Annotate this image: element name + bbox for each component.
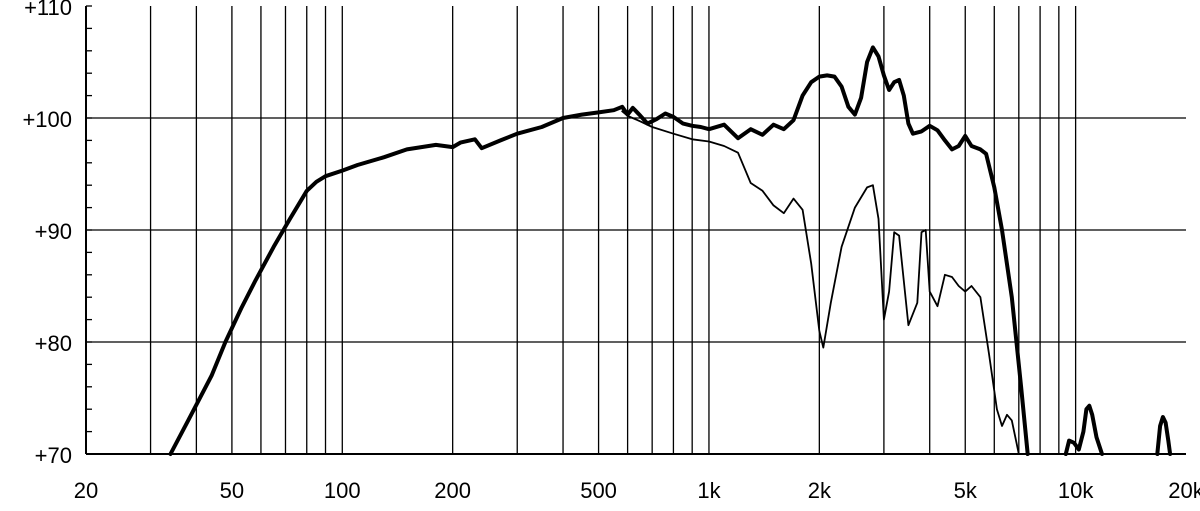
x-axis-ticks: 20 50 100 200 500 1k 2k 5k 10k 20k <box>74 478 1200 503</box>
y-tick-label: +80 <box>35 331 72 356</box>
y-axis-ticks: +70 +80 +90 +100 +110 <box>22 0 72 468</box>
y-tick-label: +110 <box>24 0 72 20</box>
x-tick-label: 20k <box>1168 478 1200 503</box>
x-tick-label: 5k <box>954 478 978 503</box>
series-line-1 <box>168 45 1030 456</box>
x-tick-label: 200 <box>434 478 471 503</box>
y-tick-label: +100 <box>22 107 72 132</box>
series-line-2 <box>621 110 1020 455</box>
x-tick-label: 500 <box>580 478 617 503</box>
x-tick-label: 10k <box>1058 478 1094 503</box>
series-line-4 <box>1155 415 1173 456</box>
x-tick-label: 20 <box>74 478 98 503</box>
series-line-3 <box>1063 403 1104 456</box>
chart-series <box>168 45 1173 456</box>
y-tick-label: +70 <box>35 443 72 468</box>
x-tick-label: 1k <box>697 478 721 503</box>
x-tick-label: 2k <box>808 478 832 503</box>
y-tick-label: +90 <box>35 219 72 244</box>
x-tick-label: 100 <box>324 478 361 503</box>
x-tick-label: 50 <box>220 478 244 503</box>
